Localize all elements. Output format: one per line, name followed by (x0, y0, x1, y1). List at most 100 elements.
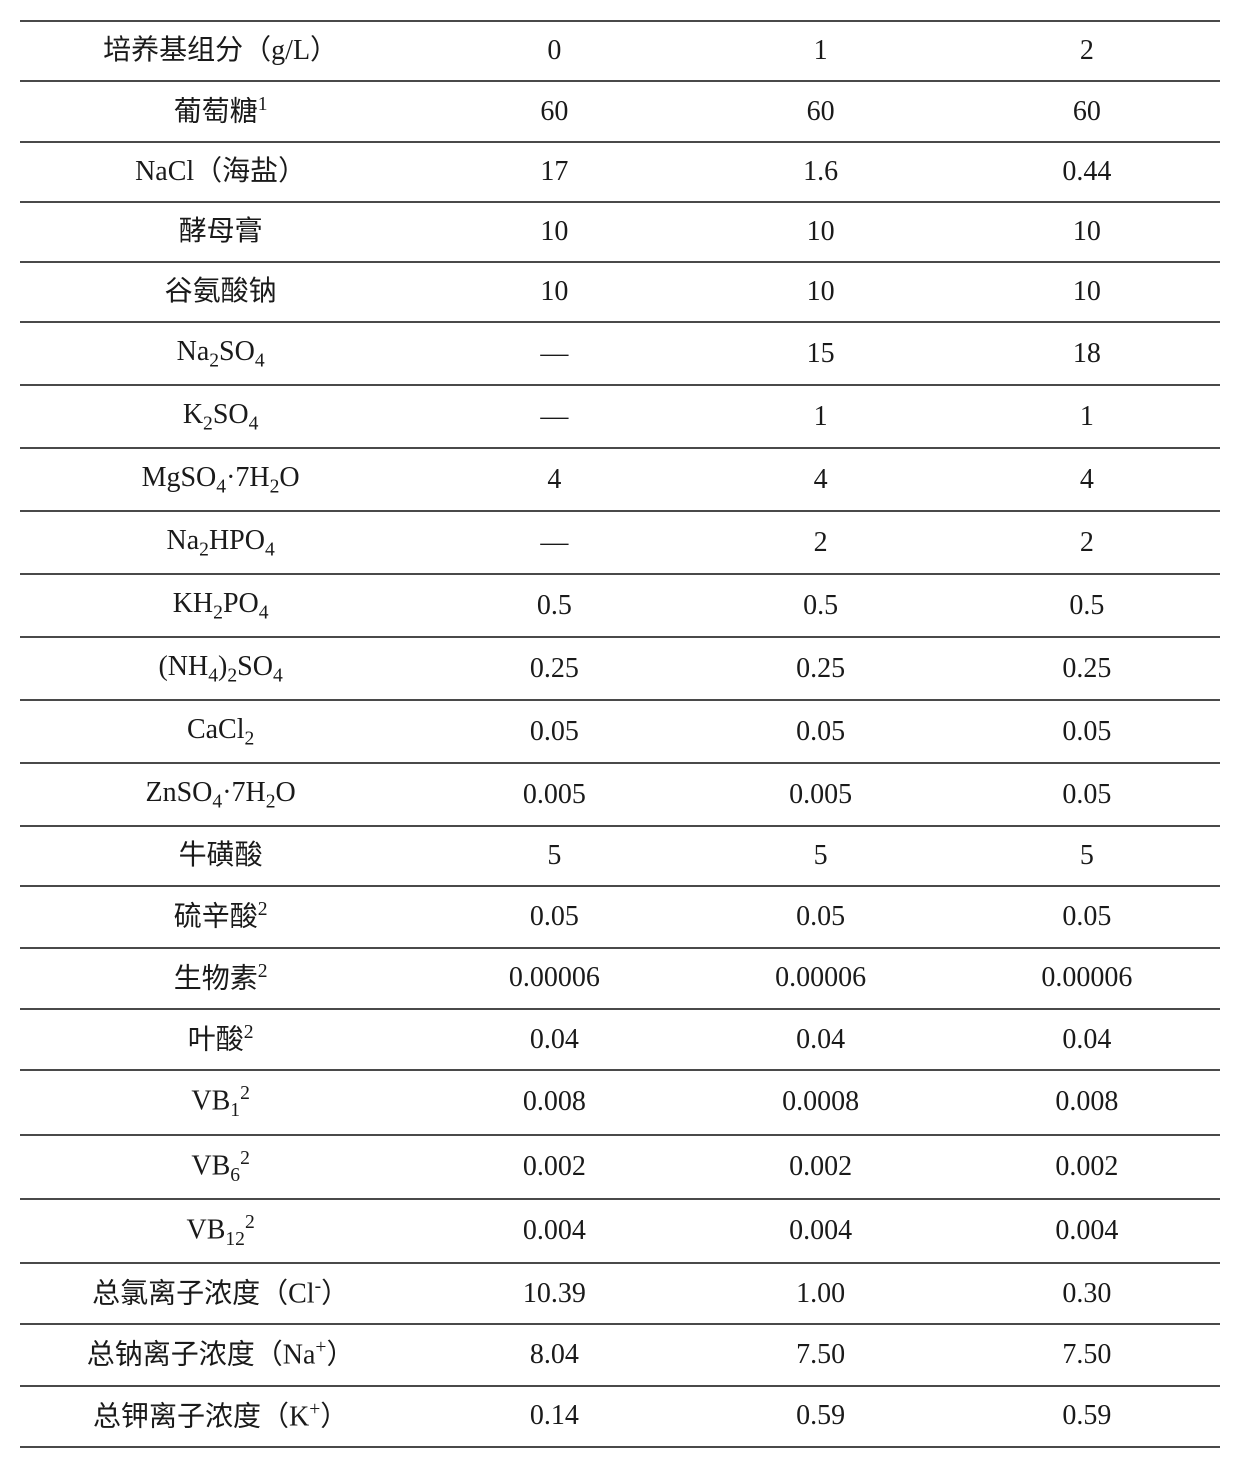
cell-value: 0.05 (421, 700, 687, 763)
row-label: MgSO4·7H2O (20, 448, 421, 511)
col-header-0: 0 (421, 21, 687, 81)
cell-value: 5 (421, 826, 687, 886)
cell-value: 1 (954, 385, 1220, 448)
table-row: MgSO4·7H2O444 (20, 448, 1220, 511)
cell-value: 8.04 (421, 1324, 687, 1385)
row-label: 生物素2 (20, 948, 421, 1009)
cell-value: 60 (421, 81, 687, 142)
cell-value: 10 (688, 202, 954, 262)
table-row: Na2HPO4—22 (20, 511, 1220, 574)
row-label: 总钾离子浓度（K+） (20, 1386, 421, 1447)
cell-value: 10 (421, 202, 687, 262)
cell-value: 0.004 (688, 1199, 954, 1263)
table-row: ZnSO4·7H2O0.0050.0050.05 (20, 763, 1220, 826)
cell-value: 0.002 (954, 1135, 1220, 1199)
cell-value: 4 (688, 448, 954, 511)
cell-value: 60 (954, 81, 1220, 142)
cell-value: 0.04 (688, 1009, 954, 1070)
row-label: KH2PO4 (20, 574, 421, 637)
table-row: NaCl（海盐）171.60.44 (20, 142, 1220, 202)
cell-value: 0.05 (954, 700, 1220, 763)
cell-value: 0.04 (421, 1009, 687, 1070)
cell-value: 0.008 (421, 1070, 687, 1134)
cell-value: 0.59 (954, 1386, 1220, 1447)
cell-value: 5 (688, 826, 954, 886)
cell-value: 1 (688, 385, 954, 448)
cell-value: 18 (954, 322, 1220, 385)
cell-value: 2 (954, 511, 1220, 574)
cell-value: 2 (688, 511, 954, 574)
table-row: 叶酸20.040.040.04 (20, 1009, 1220, 1070)
table-row: 谷氨酸钠101010 (20, 262, 1220, 322)
cell-value: 0.005 (421, 763, 687, 826)
cell-value: 0.00006 (421, 948, 687, 1009)
cell-value: 10 (688, 262, 954, 322)
table-row: 牛磺酸555 (20, 826, 1220, 886)
table-row: (NH4)2SO40.250.250.25 (20, 637, 1220, 700)
table-row: VB620.0020.0020.002 (20, 1135, 1220, 1199)
cell-value: 0.00006 (688, 948, 954, 1009)
cell-value: 0.5 (954, 574, 1220, 637)
cell-value: 17 (421, 142, 687, 202)
table-row: CaCl20.050.050.05 (20, 700, 1220, 763)
cell-value: 0.05 (421, 886, 687, 947)
table-row: 总钠离子浓度（Na+）8.047.507.50 (20, 1324, 1220, 1385)
row-label: 谷氨酸钠 (20, 262, 421, 322)
table-row: 葡萄糖1606060 (20, 81, 1220, 142)
cell-value: 0.05 (954, 763, 1220, 826)
cell-value: 0.002 (421, 1135, 687, 1199)
cell-value: 0.14 (421, 1386, 687, 1447)
cell-value: 0.5 (688, 574, 954, 637)
table-row: 生物素20.000060.000060.00006 (20, 948, 1220, 1009)
row-label: Na2SO4 (20, 322, 421, 385)
cell-value: 0.04 (954, 1009, 1220, 1070)
cell-value: 0.005 (688, 763, 954, 826)
col-header-2: 2 (954, 21, 1220, 81)
row-label: (NH4)2SO4 (20, 637, 421, 700)
row-label: NaCl（海盐） (20, 142, 421, 202)
row-label: Na2HPO4 (20, 511, 421, 574)
cell-value: 0.002 (688, 1135, 954, 1199)
cell-value: 10 (954, 262, 1220, 322)
row-label: 硫辛酸2 (20, 886, 421, 947)
cell-value: 0.05 (688, 886, 954, 947)
cell-value: — (421, 385, 687, 448)
table-row: K2SO4—11 (20, 385, 1220, 448)
cell-value: 5 (954, 826, 1220, 886)
table-row: VB1220.0040.0040.004 (20, 1199, 1220, 1263)
col-header-component: 培养基组分（g/L） (20, 21, 421, 81)
table-row: 硫辛酸20.050.050.05 (20, 886, 1220, 947)
cell-value: 0.008 (954, 1070, 1220, 1134)
row-label: 叶酸2 (20, 1009, 421, 1070)
row-label: K2SO4 (20, 385, 421, 448)
cell-value: 0.44 (954, 142, 1220, 202)
row-label: ZnSO4·7H2O (20, 763, 421, 826)
cell-value: — (421, 511, 687, 574)
cell-value: 0.25 (954, 637, 1220, 700)
media-composition-table: 培养基组分（g/L） 0 1 2 葡萄糖1606060NaCl（海盐）171.6… (20, 20, 1220, 1448)
row-label: 牛磺酸 (20, 826, 421, 886)
cell-value: 0.0008 (688, 1070, 954, 1134)
cell-value: 0.25 (688, 637, 954, 700)
cell-value: 0.59 (688, 1386, 954, 1447)
cell-value: 10 (954, 202, 1220, 262)
row-label: VB12 (20, 1070, 421, 1134)
cell-value: 4 (954, 448, 1220, 511)
table-row: 酵母膏101010 (20, 202, 1220, 262)
table-row: Na2SO4—1518 (20, 322, 1220, 385)
cell-value: 4 (421, 448, 687, 511)
row-label: CaCl2 (20, 700, 421, 763)
row-label: 酵母膏 (20, 202, 421, 262)
cell-value: 7.50 (954, 1324, 1220, 1385)
cell-value: — (421, 322, 687, 385)
cell-value: 0.5 (421, 574, 687, 637)
cell-value: 0.25 (421, 637, 687, 700)
col-header-1: 1 (688, 21, 954, 81)
table-row: 总钾离子浓度（K+）0.140.590.59 (20, 1386, 1220, 1447)
table-row: KH2PO40.50.50.5 (20, 574, 1220, 637)
cell-value: 60 (688, 81, 954, 142)
row-label: 葡萄糖1 (20, 81, 421, 142)
row-label: 总钠离子浓度（Na+） (20, 1324, 421, 1385)
table-body: 葡萄糖1606060NaCl（海盐）171.60.44酵母膏101010谷氨酸钠… (20, 81, 1220, 1447)
cell-value: 0.004 (954, 1199, 1220, 1263)
